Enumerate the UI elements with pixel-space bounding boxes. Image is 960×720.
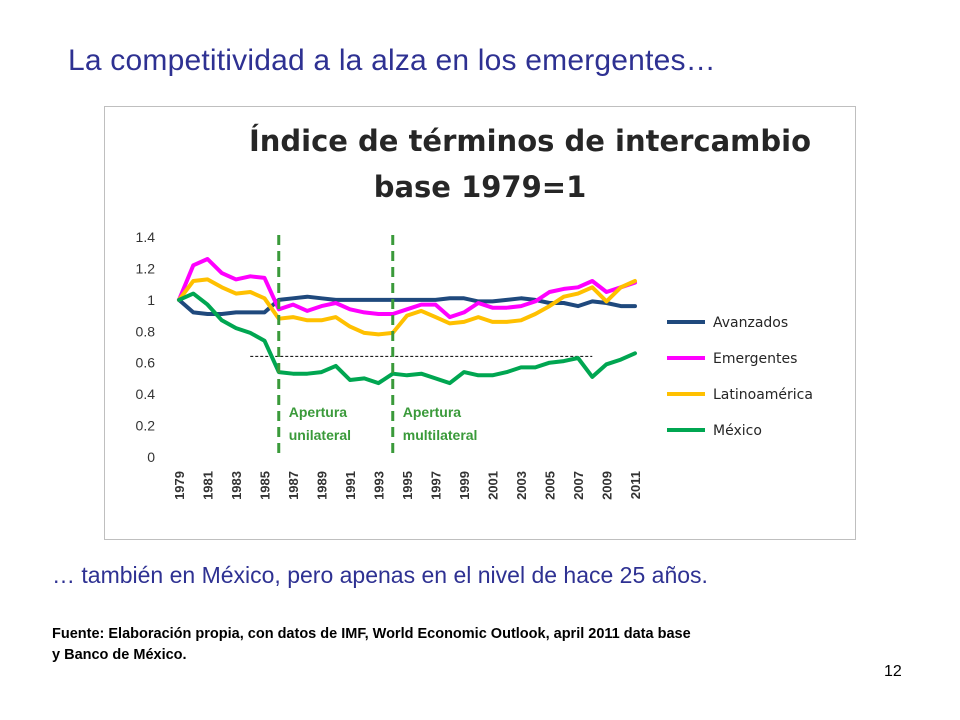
x-tick-label: 1981 — [201, 471, 216, 500]
page-number: 12 — [884, 663, 902, 680]
y-tick-label: 0.6 — [136, 355, 156, 371]
x-tick-label: 1999 — [457, 471, 472, 500]
y-tick-label: 0 — [147, 449, 155, 465]
x-tick-label: 1989 — [315, 471, 330, 500]
legend-label-3: México — [713, 423, 762, 439]
legend-label-1: Emergentes — [713, 351, 797, 367]
x-tick-label: 1979 — [172, 471, 187, 500]
annotation-label-unilateral-1: Apertura — [289, 404, 348, 420]
x-tick-label: 2001 — [486, 471, 501, 500]
x-tick-label: 1995 — [400, 471, 415, 500]
y-tick-label: 1.4 — [136, 229, 156, 245]
chart-frame: Índice de términos de intercambio base 1… — [104, 106, 856, 540]
annotation-label-multilateral-2: multilateral — [403, 427, 478, 443]
y-tick-label: 1.2 — [136, 260, 156, 276]
terms-of-trade-chart: Índice de términos de intercambio base 1… — [136, 124, 813, 500]
series-line-0 — [177, 294, 637, 316]
y-tick-label: 0.2 — [136, 418, 156, 434]
x-tick-label: 2007 — [571, 471, 586, 500]
series-line-3 — [177, 291, 637, 386]
series-line-2 — [177, 277, 637, 337]
x-tick-label: 2003 — [514, 471, 529, 500]
source-note: Fuente: Elaboración propia, con datos de… — [52, 624, 892, 666]
slide-caption: … también en México, pero apenas en el n… — [52, 562, 708, 588]
chart-title-line2: base 1979=1 — [374, 170, 587, 204]
legend-label-2: Latinoamérica — [713, 387, 813, 403]
source-line-1: Fuente: Elaboración propia, con datos de… — [52, 626, 691, 642]
x-tick-label: 1993 — [372, 471, 387, 500]
chart-title-line1: Índice de términos de intercambio — [249, 124, 811, 158]
slide-title: La competitividad a la alza en los emerg… — [68, 44, 716, 77]
x-tick-label: 1987 — [286, 471, 301, 500]
series-line-1 — [177, 257, 637, 320]
x-tick-label: 1997 — [429, 471, 444, 500]
y-tick-label: 0.8 — [136, 323, 156, 339]
x-tick-label: 2009 — [600, 471, 615, 500]
x-tick-label: 2005 — [543, 471, 558, 500]
legend-label-0: Avanzados — [713, 315, 788, 331]
y-tick-label: 0.4 — [136, 386, 156, 402]
y-tick-label: 1 — [147, 292, 155, 308]
x-tick-label: 1985 — [258, 471, 273, 500]
x-tick-label: 1991 — [343, 471, 358, 500]
annotation-label-multilateral-1: Apertura — [403, 404, 462, 420]
annotation-label-unilateral-2: unilateral — [289, 427, 351, 443]
x-tick-label: 2011 — [628, 471, 643, 499]
source-line-2: y Banco de México. — [52, 647, 187, 663]
x-tick-label: 1983 — [229, 471, 244, 500]
